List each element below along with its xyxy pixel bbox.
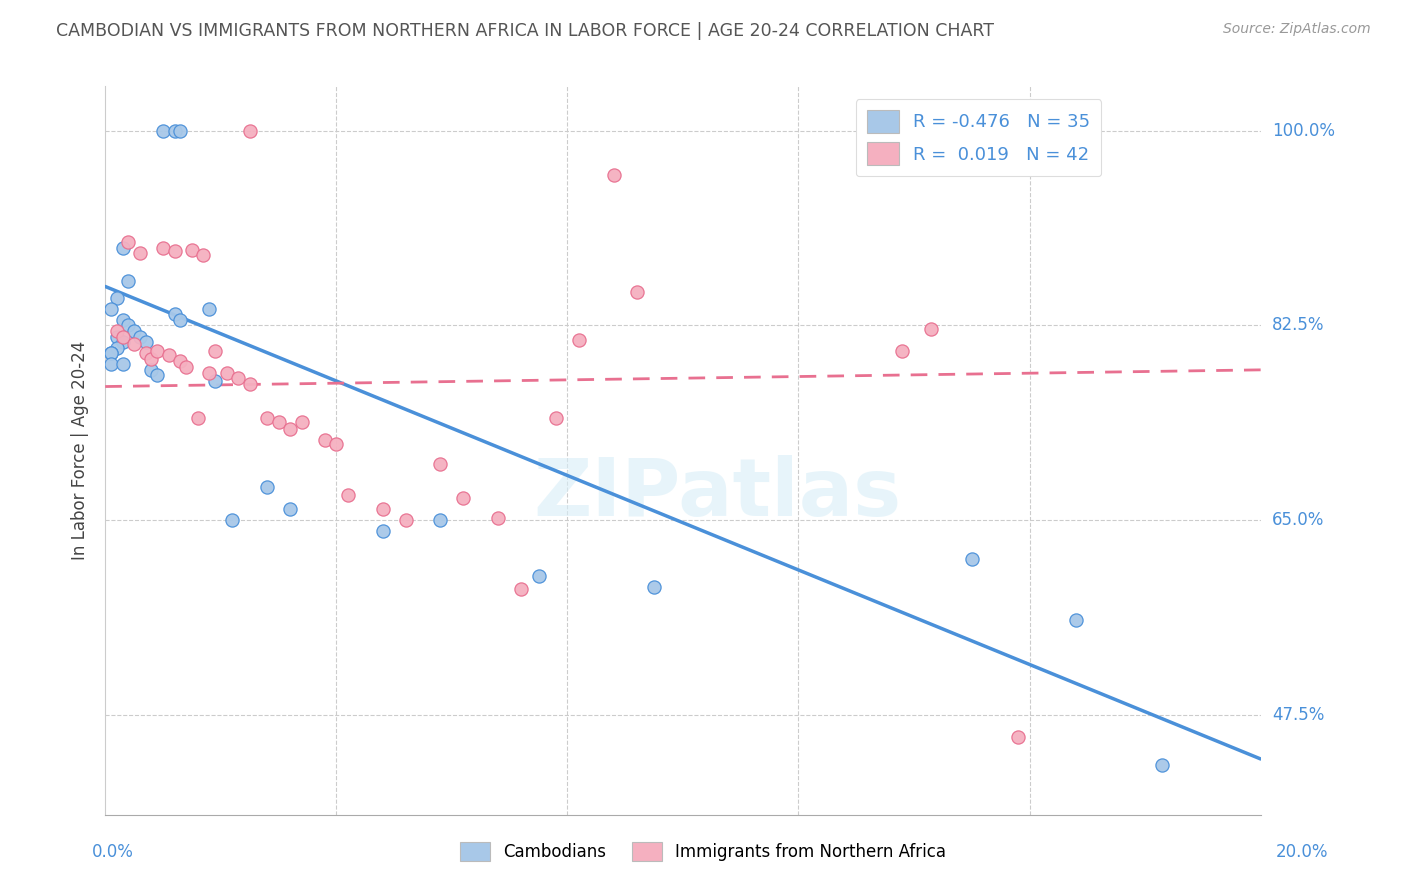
Point [1064, 613, 1087, 627]
Point [157, 348, 180, 362]
Text: ZIPatlas: ZIPatlas [533, 455, 901, 533]
Point [394, 513, 416, 527]
Point [146, 368, 169, 383]
Point [146, 343, 169, 358]
Point [510, 582, 533, 596]
Point [1152, 757, 1174, 772]
Point [336, 488, 359, 502]
Point [226, 370, 249, 384]
Point [174, 359, 197, 374]
Point [626, 285, 648, 299]
Point [221, 513, 243, 527]
Point [215, 366, 238, 380]
Point [314, 433, 336, 447]
Text: 65.0%: 65.0% [1272, 511, 1324, 529]
Point [325, 437, 347, 451]
Point [128, 246, 150, 260]
Point [429, 458, 451, 472]
Y-axis label: In Labor Force | Age 20-24: In Labor Force | Age 20-24 [72, 341, 89, 560]
Point [163, 124, 186, 138]
Point [256, 480, 278, 494]
Point [117, 318, 139, 333]
Point [117, 274, 139, 288]
Point [920, 322, 942, 336]
Point [169, 124, 191, 138]
Point [163, 307, 186, 321]
Text: Source: ZipAtlas.com: Source: ZipAtlas.com [1223, 22, 1371, 37]
Point [169, 313, 191, 327]
Point [105, 329, 128, 343]
Point [141, 363, 163, 377]
Point [527, 568, 550, 582]
Point [105, 341, 128, 355]
Point [568, 333, 591, 347]
Point [643, 580, 665, 594]
Point [256, 410, 278, 425]
Point [111, 329, 134, 343]
Point [122, 337, 145, 351]
Point [891, 343, 914, 358]
Point [135, 334, 157, 349]
Point [111, 313, 134, 327]
Point [141, 351, 163, 366]
Point [371, 501, 394, 516]
Point [204, 374, 226, 388]
Point [198, 366, 221, 380]
Text: 82.5%: 82.5% [1272, 317, 1324, 334]
Point [128, 329, 150, 343]
Point [371, 524, 394, 538]
Legend: Cambodians, Immigrants from Northern Africa: Cambodians, Immigrants from Northern Afr… [454, 835, 952, 868]
Text: 20.0%: 20.0% [1277, 843, 1329, 861]
Point [544, 410, 567, 425]
Point [117, 235, 139, 249]
Point [152, 241, 174, 255]
Point [111, 357, 134, 371]
Text: CAMBODIAN VS IMMIGRANTS FROM NORTHERN AFRICA IN LABOR FORCE | AGE 20-24 CORRELAT: CAMBODIAN VS IMMIGRANTS FROM NORTHERN AF… [56, 22, 994, 40]
Point [278, 422, 301, 436]
Point [111, 334, 134, 349]
Point [100, 346, 122, 360]
Point [239, 124, 262, 138]
Point [193, 248, 215, 262]
Point [486, 510, 509, 524]
Point [429, 513, 451, 527]
Point [100, 346, 122, 360]
Point [239, 377, 262, 392]
Point [1007, 730, 1029, 744]
Point [602, 169, 624, 183]
Point [291, 415, 314, 429]
Point [105, 291, 128, 305]
Point [163, 244, 186, 258]
Point [169, 354, 191, 368]
Point [187, 410, 209, 425]
Point [100, 357, 122, 371]
Point [453, 491, 475, 505]
Point [204, 343, 226, 358]
Point [122, 324, 145, 338]
Legend: R = -0.476   N = 35, R =  0.019   N = 42: R = -0.476 N = 35, R = 0.019 N = 42 [856, 99, 1101, 176]
Text: 100.0%: 100.0% [1272, 122, 1334, 140]
Point [180, 243, 202, 257]
Text: 0.0%: 0.0% [91, 843, 134, 861]
Point [267, 415, 290, 429]
Point [105, 324, 128, 338]
Point [960, 552, 983, 566]
Point [135, 346, 157, 360]
Point [152, 124, 174, 138]
Text: 47.5%: 47.5% [1272, 706, 1324, 723]
Point [198, 301, 221, 316]
Point [100, 301, 122, 316]
Point [111, 241, 134, 255]
Point [278, 501, 301, 516]
